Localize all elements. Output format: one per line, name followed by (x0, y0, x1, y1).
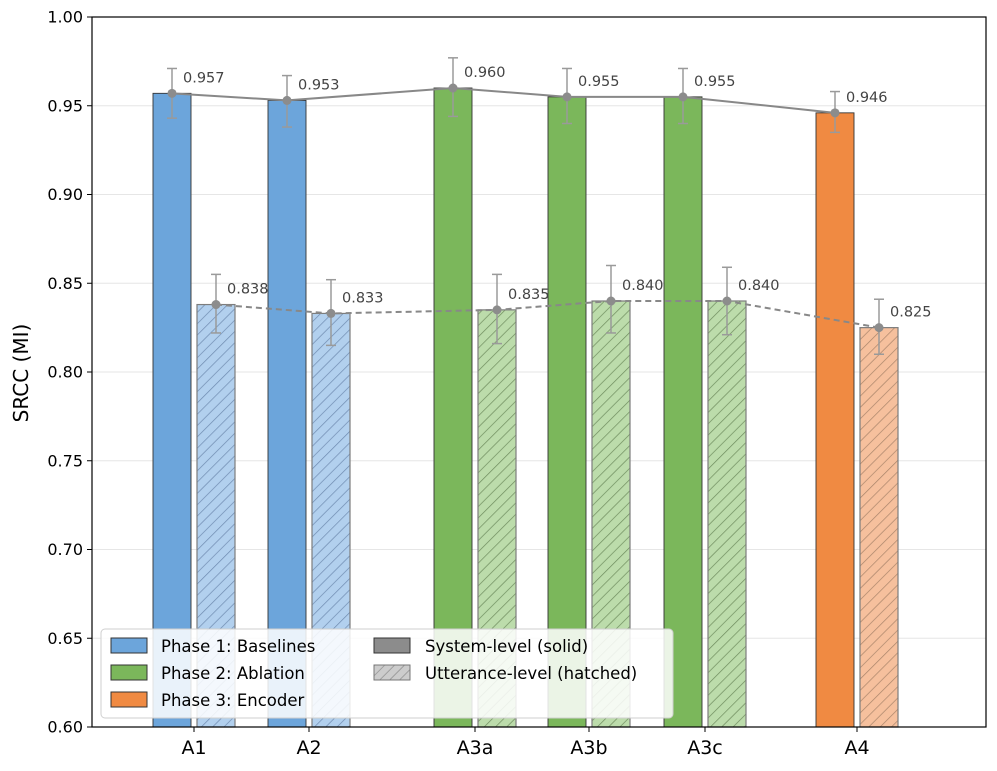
value-label-system: 0.955 (578, 74, 620, 90)
bar-system-A4 (815, 112, 855, 728)
y-axis-title: SRCC (MI) (9, 324, 33, 423)
value-label-utterance: 0.840 (622, 278, 664, 294)
marker-utterance (211, 300, 221, 310)
marker-utterance (326, 308, 336, 318)
value-label-system: 0.960 (464, 65, 506, 81)
legend-label-phase-2: Phase 2: Ablation (161, 664, 305, 683)
bar-system-A3b (547, 96, 587, 728)
marker-system (830, 108, 840, 118)
x-tick-label: A3c (687, 737, 723, 759)
x-tick-label: A3a (457, 737, 494, 759)
value-label-utterance: 0.835 (508, 287, 550, 303)
legend-label-phase-3: Phase 3: Encoder (161, 691, 304, 710)
gridlines (92, 105, 986, 639)
y-tick-label: 0.85 (47, 274, 83, 293)
marker-utterance (606, 296, 616, 306)
y-tick-label: 0.95 (47, 96, 83, 115)
legend-label-system: System-level (solid) (425, 637, 588, 656)
y-tick-label: 0.60 (47, 718, 83, 737)
marker-system (282, 95, 292, 105)
legend-label-phase-1: Phase 1: Baselines (161, 637, 315, 656)
legend-swatch-utterance (373, 664, 411, 681)
y-tick-label: 0.80 (47, 363, 83, 382)
legend-swatch-phase-1 (110, 637, 148, 654)
marker-system (678, 92, 688, 102)
legend: Phase 1: Baselines Phase 2: Ablation Pha… (100, 628, 674, 719)
y-tick-label: 0.90 (47, 185, 83, 204)
bar-utterance-A3c (707, 300, 747, 728)
value-label-utterance: 0.833 (342, 290, 384, 306)
value-label-system: 0.957 (183, 70, 225, 86)
value-label-system: 0.946 (846, 90, 888, 106)
axes: 0.60 0.65 0.70 0.75 0.80 0.85 0.90 0.95 1.00 A1 A2… (47, 8, 869, 760)
value-labels: 0.957 0.953 0.960 0.955 0.955 0.946 0.838 0.833… (183, 65, 932, 321)
trend-lines (171, 86, 880, 329)
x-tick-label: A2 (296, 737, 321, 759)
x-tick-label: A1 (181, 737, 206, 759)
trend-line-system (171, 86, 836, 114)
marker-utterance (492, 305, 502, 315)
legend-swatch-phase-3 (110, 691, 148, 708)
value-label-system: 0.953 (298, 77, 340, 93)
x-tick-label: A4 (844, 737, 869, 759)
legend-swatch-system (373, 637, 411, 654)
y-tick-label: 0.70 (47, 540, 83, 559)
y-tick-label: 0.75 (47, 451, 83, 470)
marker-utterance (722, 296, 732, 306)
bar-utterance-A4 (859, 327, 899, 728)
value-label-utterance: 0.825 (890, 305, 932, 321)
marker-system (167, 88, 177, 98)
marker-system (448, 83, 458, 93)
y-tick-label: 0.65 (47, 629, 83, 648)
value-label-utterance: 0.838 (227, 282, 269, 298)
legend-swatch-phase-2 (110, 664, 148, 681)
marker-utterance (874, 323, 884, 333)
x-tick-label: A3b (570, 737, 607, 759)
bar-system-A3a (433, 87, 473, 728)
legend-label-utterance: Utterance-level (hatched) (425, 664, 637, 683)
marker-system (562, 92, 572, 102)
bar-system-A2 (267, 99, 307, 728)
value-label-utterance: 0.840 (738, 278, 780, 294)
markers (167, 83, 884, 333)
value-label-system: 0.955 (694, 74, 736, 90)
y-tick-label: 1.00 (47, 8, 83, 27)
